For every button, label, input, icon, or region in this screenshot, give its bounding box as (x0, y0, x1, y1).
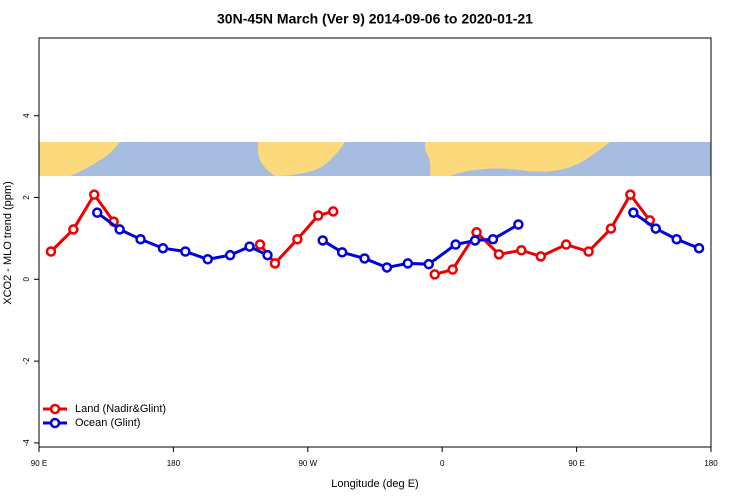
y-tick-label: -2 (22, 357, 31, 365)
point (254, 239, 266, 250)
legend-label: Ocean (Glint) (75, 417, 140, 429)
chart-title: 30N-45N March (Ver 9) 2014-09-06 to 2020… (217, 11, 533, 27)
point (487, 233, 499, 245)
point (313, 210, 324, 221)
point (471, 227, 482, 238)
point (535, 251, 547, 262)
point (91, 207, 103, 218)
point (402, 258, 414, 269)
point (447, 264, 458, 275)
x-tick-label: 0 (440, 459, 445, 468)
point (625, 189, 636, 200)
x-tick-label: 180 (167, 459, 181, 468)
point (671, 233, 682, 245)
legend-label: Land (Nadir&Glint) (75, 403, 166, 415)
x-tick-label: 90 E (31, 459, 47, 468)
point (469, 235, 481, 246)
point (381, 262, 393, 273)
point (450, 239, 461, 250)
point (583, 246, 594, 257)
x-tick-label: 180 (704, 459, 718, 468)
y-tick-label: 4 (22, 113, 31, 118)
point (493, 249, 505, 260)
y-axis-label: XCO2 - MLO trend (ppm) (2, 181, 14, 304)
point (423, 258, 435, 270)
point (429, 269, 440, 280)
point (45, 246, 57, 257)
point (513, 219, 524, 230)
legend-marker (49, 417, 61, 429)
point (650, 223, 661, 234)
point (114, 224, 125, 235)
point (628, 207, 639, 218)
point (317, 235, 328, 246)
series-line (96, 211, 700, 270)
point (180, 246, 191, 257)
point (327, 206, 339, 217)
point (202, 254, 213, 265)
x-tick-label: 90 E (568, 459, 584, 468)
point (269, 258, 281, 269)
point (135, 233, 146, 245)
point (359, 253, 370, 264)
x-tick-label: 90 W (298, 459, 317, 468)
point (68, 224, 79, 235)
point (693, 242, 705, 254)
point (244, 241, 255, 252)
point (560, 239, 572, 250)
y-tick-label: 2 (22, 195, 31, 200)
y-tick-label: 0 (22, 277, 31, 282)
legend-marker (49, 403, 61, 415)
point (224, 249, 236, 261)
point (157, 242, 169, 254)
point (292, 233, 303, 245)
plot-frame (38, 37, 712, 448)
point (89, 189, 100, 200)
map-band (39, 142, 711, 176)
x-axis-label: Longitude (deg E) (331, 478, 418, 490)
point (262, 249, 273, 261)
point (336, 247, 348, 258)
point (605, 223, 617, 234)
y-tick-label: -4 (22, 439, 31, 447)
point (516, 245, 527, 256)
